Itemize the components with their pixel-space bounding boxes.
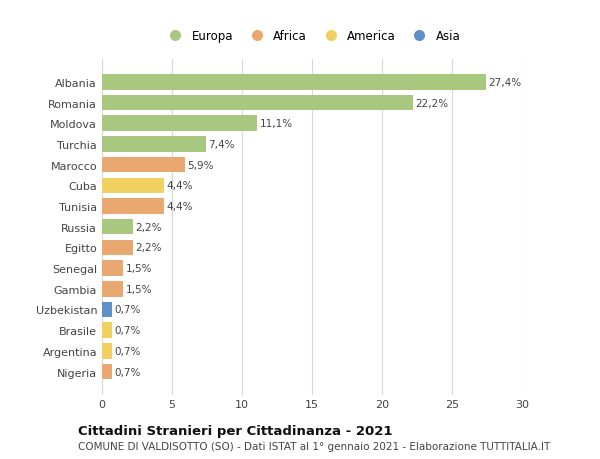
Bar	[102, 261, 123, 276]
Bar	[102, 343, 112, 359]
Bar	[102, 157, 185, 173]
Bar	[102, 75, 485, 90]
Bar	[102, 199, 164, 214]
Bar	[102, 281, 123, 297]
Text: 1,5%: 1,5%	[126, 284, 152, 294]
Text: 0,7%: 0,7%	[115, 325, 141, 336]
Bar	[102, 219, 133, 235]
Text: 5,9%: 5,9%	[187, 160, 214, 170]
Text: 27,4%: 27,4%	[488, 78, 521, 88]
Text: 11,1%: 11,1%	[260, 119, 293, 129]
Text: 4,4%: 4,4%	[166, 202, 193, 212]
Text: 0,7%: 0,7%	[115, 346, 141, 356]
Text: 22,2%: 22,2%	[416, 98, 449, 108]
Bar	[102, 178, 164, 194]
Bar	[102, 137, 206, 152]
Text: 2,2%: 2,2%	[136, 243, 162, 253]
Bar	[102, 116, 257, 132]
Bar	[102, 323, 112, 338]
Text: Cittadini Stranieri per Cittadinanza - 2021: Cittadini Stranieri per Cittadinanza - 2…	[78, 424, 392, 437]
Text: 7,4%: 7,4%	[208, 140, 235, 150]
Bar	[102, 302, 112, 318]
Text: 0,7%: 0,7%	[115, 367, 141, 377]
Bar	[102, 364, 112, 380]
Bar	[102, 95, 413, 111]
Text: 1,5%: 1,5%	[126, 263, 152, 274]
Bar	[102, 240, 133, 256]
Text: 4,4%: 4,4%	[166, 181, 193, 191]
Text: 0,7%: 0,7%	[115, 305, 141, 315]
Text: 2,2%: 2,2%	[136, 222, 162, 232]
Legend: Europa, Africa, America, Asia: Europa, Africa, America, Asia	[158, 25, 466, 48]
Text: COMUNE DI VALDISOTTO (SO) - Dati ISTAT al 1° gennaio 2021 - Elaborazione TUTTITA: COMUNE DI VALDISOTTO (SO) - Dati ISTAT a…	[78, 441, 550, 451]
